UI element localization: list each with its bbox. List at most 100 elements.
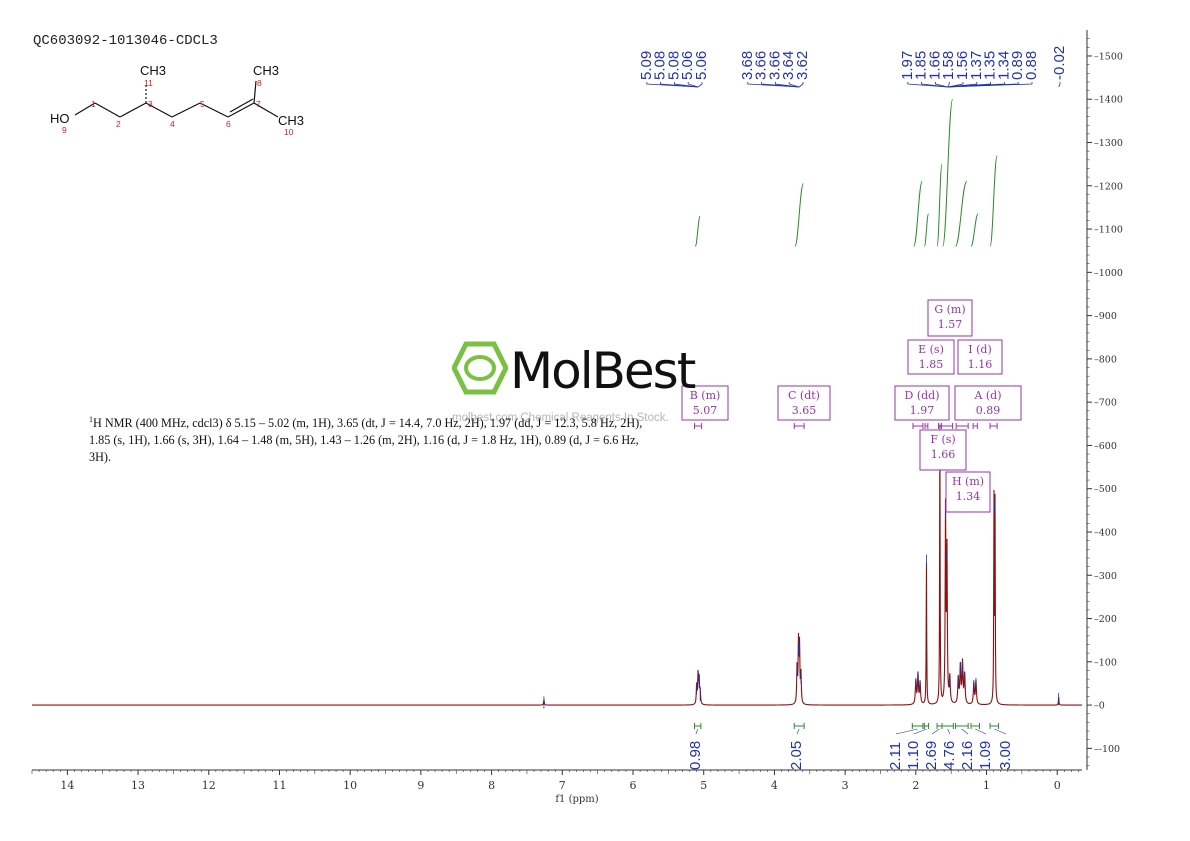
atom-number-4: 4 bbox=[170, 119, 175, 129]
peak-label-connector bbox=[947, 82, 950, 88]
integral-curve bbox=[954, 180, 968, 247]
integral-connector bbox=[895, 728, 918, 735]
y-tick-label: –1500 bbox=[1094, 51, 1123, 62]
integral-curve bbox=[913, 180, 923, 247]
integral-curve bbox=[970, 213, 979, 247]
integral-value: 1.09 bbox=[977, 741, 994, 770]
nmr-description-text: H NMR (400 MHz, cdcl3) δ 5.15 – 5.02 (m,… bbox=[89, 416, 643, 465]
integral-connector bbox=[796, 728, 800, 735]
multiplet-box bbox=[894, 385, 950, 421]
x-tick-label: 6 bbox=[630, 779, 637, 792]
atom-number-7: 7 bbox=[256, 99, 261, 109]
x-tick-label: 13 bbox=[131, 779, 145, 792]
nmr-description: 1H NMR (400 MHz, cdcl3) δ 5.15 – 5.02 (m… bbox=[89, 415, 643, 465]
peak-label-connector bbox=[798, 82, 804, 88]
integral-connector bbox=[994, 728, 1007, 735]
integral-value: 2.69 bbox=[923, 741, 940, 770]
peak-label: 0.89 bbox=[1009, 51, 1026, 80]
peak-label-connector bbox=[907, 82, 948, 88]
integral-value: 1.10 bbox=[905, 741, 922, 770]
integral-value: 4.76 bbox=[941, 741, 958, 770]
x-tick-label: 4 bbox=[771, 779, 778, 792]
peak-label: 5.09 bbox=[638, 51, 655, 80]
multiplet-box bbox=[927, 299, 973, 337]
y-tick-label: –1400 bbox=[1094, 95, 1123, 106]
multiplet-box bbox=[954, 385, 1022, 421]
peak-label: 1.56 bbox=[954, 51, 971, 80]
ch3-label-10: CH3 bbox=[278, 113, 304, 128]
multiplet-label: G (m) bbox=[934, 303, 965, 316]
peak-label-connector bbox=[674, 82, 699, 88]
peak-label: 3.62 bbox=[794, 51, 811, 80]
integral-connector bbox=[913, 728, 927, 735]
integral-curve bbox=[694, 215, 701, 247]
atom-number-5: 5 bbox=[200, 99, 205, 109]
multiplet-shift: 1.66 bbox=[931, 448, 956, 461]
integral-curve bbox=[923, 213, 930, 247]
multiplet-shift: 1.16 bbox=[968, 358, 993, 371]
x-tick-label: 0 bbox=[1054, 779, 1061, 792]
multiplet-label: F (s) bbox=[930, 433, 955, 446]
multiplet-label: H (m) bbox=[952, 475, 984, 488]
x-tick-label: 12 bbox=[202, 779, 216, 792]
multiplet-box bbox=[907, 339, 955, 375]
y-tick-label: –100 bbox=[1094, 657, 1117, 668]
peak-label: 3.66 bbox=[766, 51, 783, 80]
peak-label: 5.08 bbox=[652, 51, 669, 80]
peak-label: 5.06 bbox=[693, 51, 710, 80]
multiplet-box bbox=[945, 471, 991, 513]
peak-label: 3.68 bbox=[739, 51, 756, 80]
multiplet-box bbox=[681, 385, 729, 421]
multiplet-shift: 1.85 bbox=[919, 358, 944, 371]
integral-value: 0.98 bbox=[687, 741, 704, 770]
sample-id: QC603092-1013046-CDCL3 bbox=[33, 33, 218, 49]
peak-label: 1.58 bbox=[940, 51, 957, 80]
atom-number-1: 1 bbox=[91, 99, 96, 109]
multiplet-shift: 1.34 bbox=[956, 490, 981, 503]
multiplet-label: E (s) bbox=[918, 343, 944, 356]
atom-number-6: 6 bbox=[226, 119, 231, 129]
integral-curve bbox=[936, 163, 943, 247]
ch3-label-11: CH3 bbox=[140, 63, 166, 78]
multiplet-shift: 1.57 bbox=[938, 318, 963, 331]
multiplet-shift: 5.07 bbox=[693, 404, 718, 417]
y-tick-label: –800 bbox=[1094, 354, 1117, 365]
peak-label-connector bbox=[935, 82, 948, 88]
y-tick-label: –1200 bbox=[1094, 181, 1123, 192]
x-tick-label: 7 bbox=[559, 779, 566, 792]
peak-label-connector bbox=[687, 82, 699, 88]
peak-label-connector bbox=[921, 82, 948, 88]
peak-label-connector bbox=[697, 82, 703, 88]
atom-number-2: 2 bbox=[116, 119, 121, 129]
peak-label: 3.64 bbox=[780, 51, 797, 80]
integral-connector bbox=[961, 728, 969, 735]
integral-value: 2.05 bbox=[788, 741, 805, 770]
y-tick-label: –600 bbox=[1094, 441, 1117, 452]
y-tick-label: –500 bbox=[1094, 484, 1117, 495]
multiplet-shift: 1.97 bbox=[910, 404, 935, 417]
integral-value: 2.16 bbox=[959, 741, 976, 770]
y-tick-label: –700 bbox=[1094, 398, 1117, 409]
peak-label-connector bbox=[660, 82, 699, 88]
multiplet-box bbox=[777, 385, 831, 421]
x-tick-label: 9 bbox=[417, 779, 424, 792]
integral-curve bbox=[794, 183, 804, 247]
y-tick-label: –0 bbox=[1094, 701, 1105, 712]
ch3-label-8: CH3 bbox=[253, 63, 279, 78]
x-tick-label: 2 bbox=[912, 779, 919, 792]
peak-label: 1.97 bbox=[899, 51, 916, 80]
atom-number-11: 11 bbox=[144, 78, 153, 88]
atom-number-10: 10 bbox=[284, 127, 294, 137]
y-tick-label: –900 bbox=[1094, 311, 1117, 322]
peak-label: 3.66 bbox=[753, 51, 770, 80]
integral-curve bbox=[942, 98, 954, 247]
multiplet-shift: 3.65 bbox=[792, 404, 817, 417]
x-tick-label: 14 bbox=[60, 779, 74, 792]
atom-number-9: 9 bbox=[62, 125, 67, 135]
peak-label: 1.37 bbox=[968, 51, 985, 80]
y-tick-label: –-100 bbox=[1094, 744, 1120, 755]
atom-number-3: 3 bbox=[148, 99, 153, 109]
peak-label-connector bbox=[775, 82, 800, 88]
y-tick-label: –200 bbox=[1094, 614, 1117, 625]
